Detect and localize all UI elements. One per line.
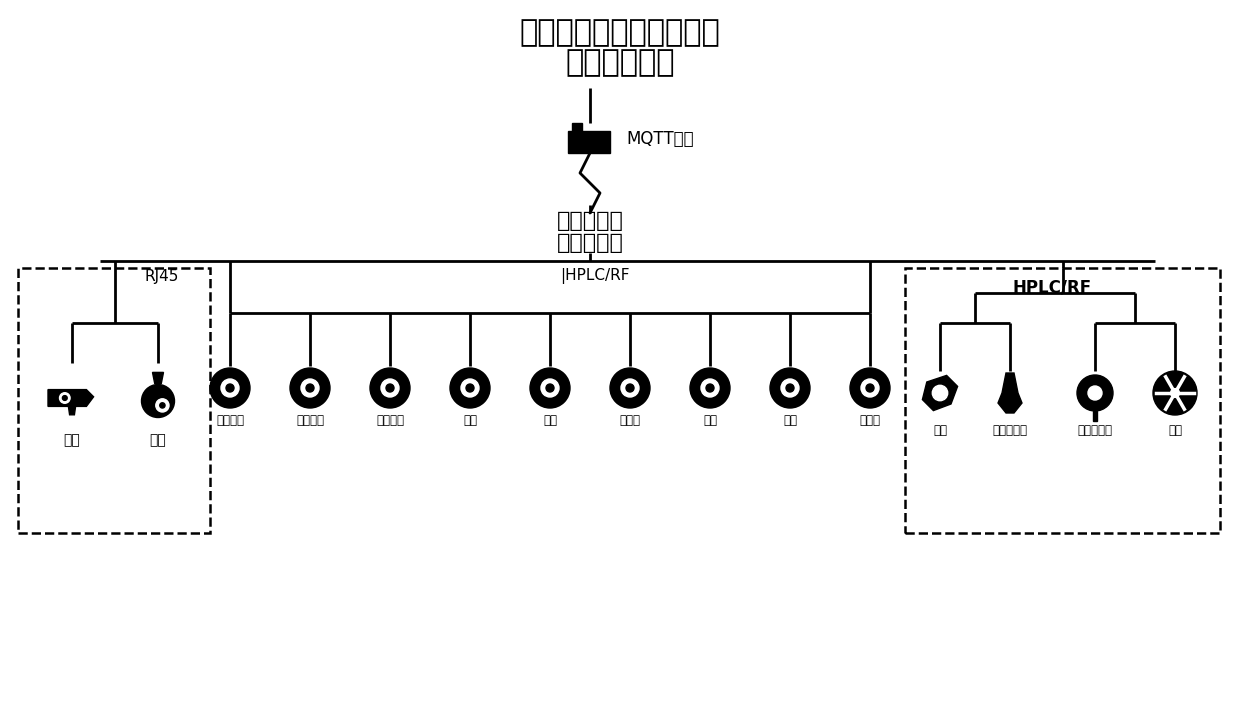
Circle shape <box>156 399 169 412</box>
Text: 灭火弹: 灭火弹 <box>859 413 880 426</box>
Text: 沉降: 沉降 <box>543 413 557 426</box>
Text: 水泵: 水泵 <box>932 425 947 438</box>
Circle shape <box>386 384 394 392</box>
Circle shape <box>1171 389 1179 397</box>
Circle shape <box>210 368 250 408</box>
Circle shape <box>861 379 879 397</box>
Circle shape <box>932 385 947 401</box>
Circle shape <box>306 384 314 392</box>
Text: 缘物联终端: 缘物联终端 <box>557 233 624 253</box>
Text: 风机: 风机 <box>1168 425 1182 438</box>
Circle shape <box>461 379 479 397</box>
Text: 带状测温: 带状测温 <box>376 413 404 426</box>
Circle shape <box>226 384 234 392</box>
Circle shape <box>62 396 67 401</box>
Circle shape <box>849 368 890 408</box>
Circle shape <box>450 368 490 408</box>
Text: 物联网云平台: 物联网云平台 <box>565 49 675 77</box>
Circle shape <box>221 379 239 397</box>
Text: 枪机: 枪机 <box>63 433 81 447</box>
Circle shape <box>701 379 719 397</box>
Bar <box>19 268 210 533</box>
Polygon shape <box>48 389 93 406</box>
Text: 球机: 球机 <box>150 433 166 447</box>
Circle shape <box>1078 375 1114 411</box>
Circle shape <box>546 384 554 392</box>
Circle shape <box>626 384 634 392</box>
Circle shape <box>610 368 650 408</box>
Text: 温度: 温度 <box>703 413 717 426</box>
Circle shape <box>370 368 410 408</box>
Text: 井盖: 井盖 <box>463 413 477 426</box>
Circle shape <box>866 384 874 392</box>
Circle shape <box>706 384 714 392</box>
Polygon shape <box>568 131 610 153</box>
Text: 水位传感器: 水位传感器 <box>992 425 1028 438</box>
Circle shape <box>770 368 810 408</box>
Text: 烟感: 烟感 <box>782 413 797 426</box>
Circle shape <box>541 379 559 397</box>
Text: HPLC/RF: HPLC/RF <box>1013 279 1092 297</box>
Text: 防火门: 防火门 <box>620 413 641 426</box>
Text: 接地电流: 接地电流 <box>216 413 244 426</box>
Polygon shape <box>923 375 957 411</box>
Circle shape <box>466 384 474 392</box>
Text: |HPLC/RF: |HPLC/RF <box>560 268 630 284</box>
Text: 气体传感器: 气体传感器 <box>1078 425 1112 438</box>
Text: MQTT协议: MQTT协议 <box>626 130 694 148</box>
Circle shape <box>1153 371 1197 415</box>
Polygon shape <box>572 123 582 131</box>
Bar <box>905 268 1220 533</box>
Circle shape <box>160 403 165 408</box>
Text: RJ45: RJ45 <box>145 268 180 283</box>
Circle shape <box>621 379 639 397</box>
Circle shape <box>786 384 794 392</box>
Text: 局放监测: 局放监测 <box>296 413 324 426</box>
Circle shape <box>781 379 799 397</box>
Circle shape <box>1087 386 1102 400</box>
Circle shape <box>141 384 175 418</box>
Circle shape <box>301 379 319 397</box>
Polygon shape <box>1092 411 1097 421</box>
Circle shape <box>529 368 570 408</box>
Polygon shape <box>153 372 164 384</box>
Circle shape <box>290 368 330 408</box>
Polygon shape <box>998 373 1022 413</box>
Polygon shape <box>68 406 76 415</box>
Text: 电缆及通道在线监测平台: 电缆及通道在线监测平台 <box>520 18 720 47</box>
Circle shape <box>381 379 399 397</box>
Circle shape <box>60 393 71 404</box>
Circle shape <box>689 368 730 408</box>
Text: 电缆通道边: 电缆通道边 <box>557 211 624 231</box>
